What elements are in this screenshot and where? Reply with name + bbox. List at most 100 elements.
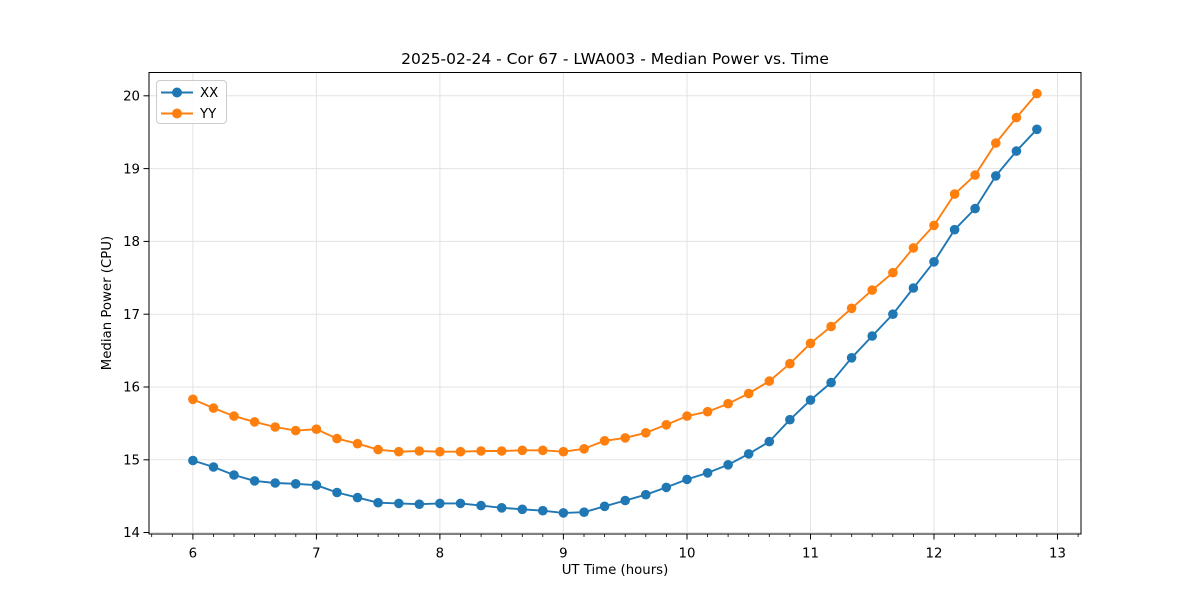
y-tick-label: 20 [123,90,140,105]
data-point-xx [641,489,651,500]
data-point-yy [208,403,219,413]
data-point-xx [702,468,713,478]
data-point-yy [435,446,445,457]
data-point-yy [414,446,425,456]
x-tick-label: 10 [679,547,696,562]
y-tick-label: 15 [123,454,140,469]
data-point-yy [785,358,795,369]
data-point-yy [1011,112,1022,123]
axis-ticks: 6 7 8 9 10 11 12 13 14 15 16 17 18 19 20 [123,90,1079,562]
chart-title: 2025-02-24 - Cor 67 - LWA003 - Median Po… [401,50,829,68]
data-point-xx [620,495,630,506]
data-point-xx [414,499,425,510]
data-point-xx [1032,124,1042,135]
data-point-xx [558,508,569,518]
data-point-yy [538,445,548,456]
data-point-yy [949,189,960,199]
data-point-yy [908,243,919,253]
data-point-yy [249,417,260,427]
data-point-xx [970,203,980,214]
data-point-xx [723,460,733,470]
data-point-yy [579,444,589,454]
data-point-yy [682,411,692,421]
data-point-xx [270,478,281,488]
data-point-yy [455,446,466,457]
legend-item-xx: XX [161,86,218,101]
x-tick-label: 12 [926,547,943,562]
data-point-xx [846,353,857,363]
data-point-yy [805,338,816,349]
data-point-xx [764,436,775,447]
data-point-xx [455,498,466,509]
data-point-xx [517,504,528,515]
data-point-yy [991,138,1001,148]
data-point-xx [352,492,363,503]
data-point-xx [579,507,589,517]
data-point-xx [311,480,322,491]
data-point-yy [702,406,713,417]
x-tick-label: 9 [559,547,567,562]
y-tick-label: 14 [123,526,140,541]
data-point-xx [435,498,445,509]
series-line-yy [191,92,1038,453]
data-point-xx [826,377,836,388]
data-point-yy [826,321,836,332]
y-tick-label: 16 [123,381,140,396]
data-point-yy [641,428,651,438]
x-tick-label: 6 [189,547,197,562]
data-point-xx [249,476,260,486]
data-point-yy [517,445,528,456]
data-point-xx [496,503,507,513]
data-point-xx [908,283,919,293]
data-point-yy [290,425,301,436]
data-point-yy [558,446,569,457]
data-point-xx [867,331,877,341]
data-point-yy [270,422,281,432]
data-point-yy [661,420,672,430]
y-tick-label: 19 [123,162,140,177]
data-point-xx [394,498,404,509]
data-point-xx [805,395,816,405]
plot-border [148,72,1082,535]
x-tick-label: 13 [1049,547,1066,562]
legend-label-yy: YY [199,107,217,122]
data-point-yy [620,433,630,443]
data-point-yy [867,285,877,295]
data-point-xx [949,224,960,235]
data-point-xx [929,257,939,267]
data-point-yy [1032,88,1042,99]
x-axis-label: UT Time (hours) [562,563,669,578]
data-point-xx [290,479,301,489]
data-point-xx [208,462,219,472]
data-point-yy [743,388,754,399]
data-point-yy [496,446,507,456]
legend: XX YY [156,80,227,124]
data-point-xx [1011,146,1022,156]
legend-item-yy: YY [161,107,217,122]
data-point-xx [991,171,1001,181]
data-point-xx [785,414,795,425]
data-point-yy [394,446,404,457]
data-point-yy [764,376,775,386]
legend-label-xx: XX [200,86,218,101]
data-point-yy [373,444,383,455]
data-point-yy [723,398,733,409]
series-yy [188,88,1042,457]
data-point-yy [188,394,198,405]
x-tick-label: 8 [436,547,444,562]
data-point-yy [970,170,980,180]
grid-lines [149,72,1081,534]
data-point-yy [476,446,486,456]
series-xx [188,124,1042,518]
data-point-xx [682,474,692,485]
data-series [188,88,1042,518]
data-point-xx [332,487,342,498]
data-point-xx [743,449,754,459]
data-point-yy [311,424,322,435]
legend-marker-yy [172,108,182,119]
legend-marker-xx [172,87,182,98]
series-line-xx [191,128,1038,514]
data-point-yy [599,436,610,446]
